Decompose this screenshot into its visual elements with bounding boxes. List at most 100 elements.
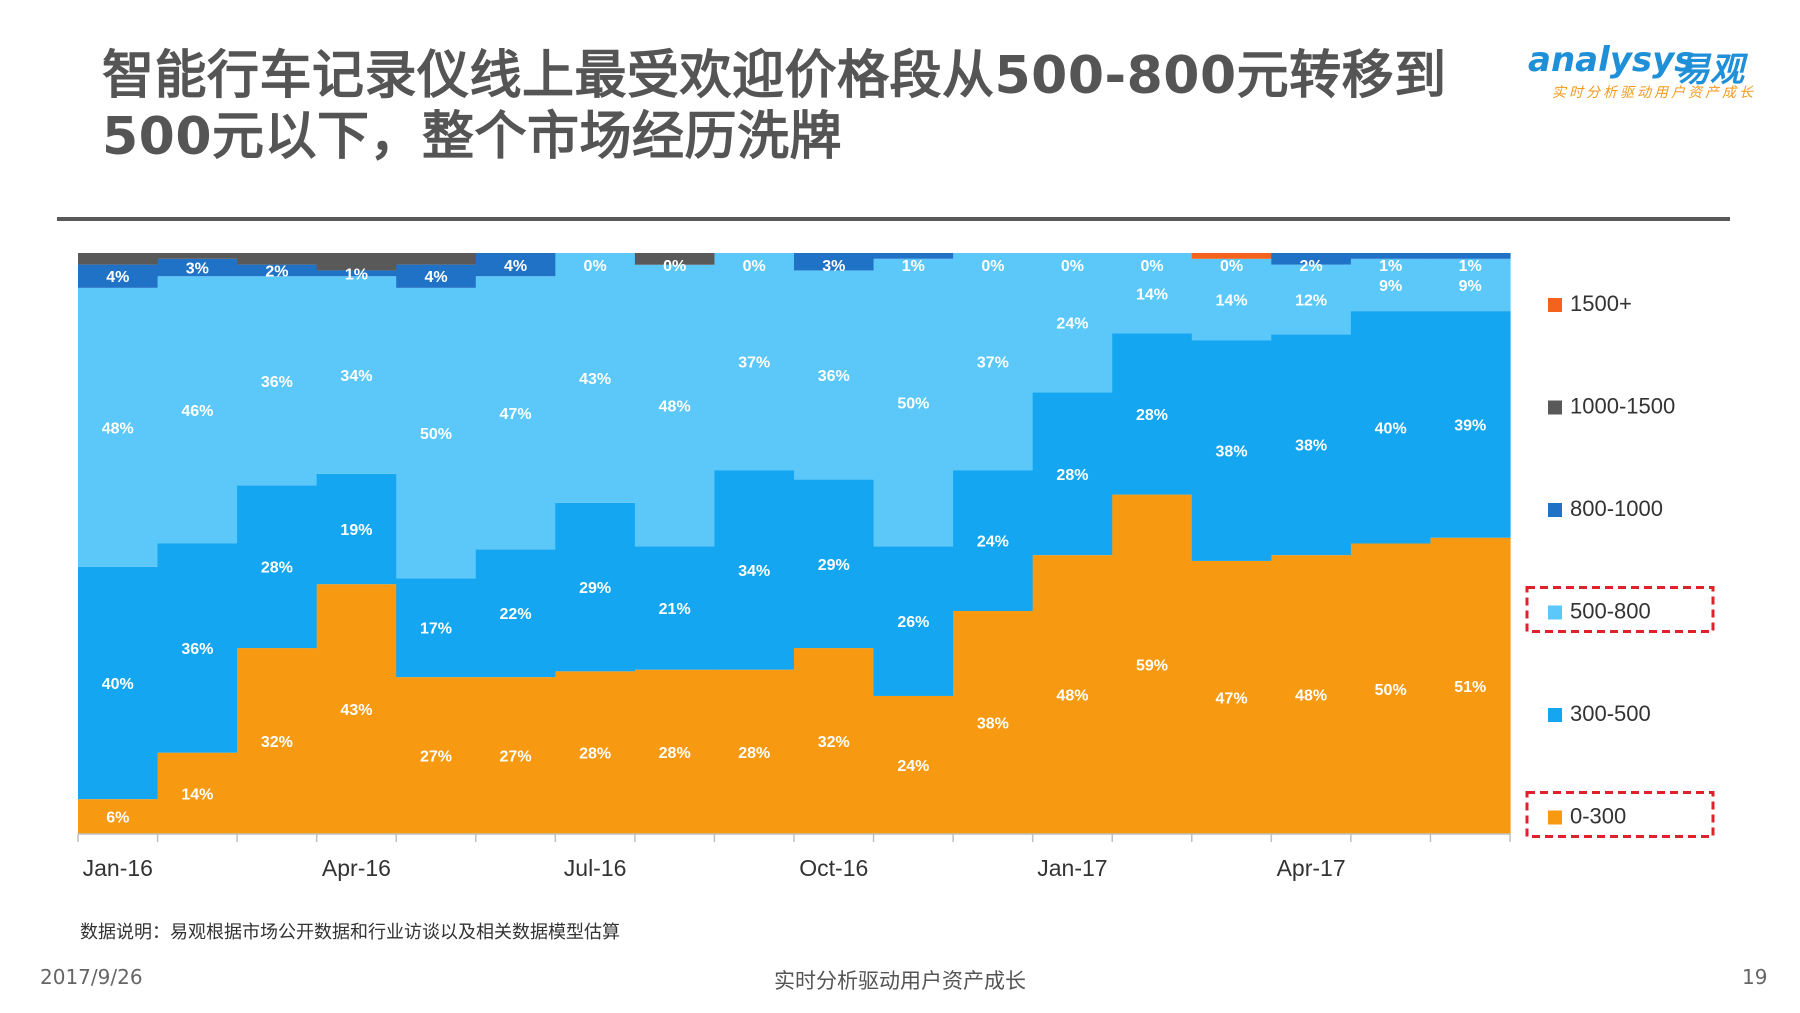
data-label: 24% xyxy=(897,758,929,775)
logo-tagline: 实时分析驱动用户资产成长 xyxy=(1552,85,1756,101)
data-label: 50% xyxy=(1375,682,1407,699)
data-label: 2% xyxy=(1300,258,1323,275)
data-label: 4% xyxy=(424,269,447,286)
data-label: 3% xyxy=(186,261,209,278)
bar-segment xyxy=(1430,311,1511,538)
data-label: 43% xyxy=(340,702,372,719)
bar-segment xyxy=(714,669,795,834)
bar-segment xyxy=(873,253,954,259)
data-label: 28% xyxy=(659,745,691,762)
bar-segment xyxy=(1271,555,1352,834)
data-label: 14% xyxy=(181,786,213,803)
data-label: 27% xyxy=(420,749,452,766)
bar-segment xyxy=(237,276,318,486)
data-label: 36% xyxy=(261,374,293,391)
bar-segment xyxy=(316,584,397,834)
bar-segment xyxy=(953,253,1034,471)
data-label: 21% xyxy=(659,601,691,618)
bar-segment xyxy=(1271,253,1352,265)
bar-segment xyxy=(396,287,477,579)
bar-segment xyxy=(1032,253,1113,393)
data-label: 0% xyxy=(663,258,686,275)
data-label: 0% xyxy=(1061,258,1084,275)
data-label: 26% xyxy=(897,614,929,631)
bar-segment xyxy=(157,276,238,544)
slide-title-line2: 500元以下，整个市场经历洗牌 xyxy=(102,107,843,167)
legend-label: 0-300 xyxy=(1570,804,1626,829)
data-label: 1% xyxy=(902,258,925,275)
data-label: 37% xyxy=(977,355,1009,372)
data-label: 48% xyxy=(1056,688,1088,705)
bar-segment xyxy=(157,258,238,277)
bar-segment xyxy=(794,648,875,834)
legend-swatch xyxy=(1548,298,1562,312)
bar-segment xyxy=(157,543,238,753)
bar-segment xyxy=(237,264,318,277)
legend-highlight-box xyxy=(1525,791,1715,838)
bar-segment xyxy=(396,264,477,288)
bar-segment xyxy=(316,276,397,474)
bar-segment xyxy=(475,253,556,277)
data-label: 32% xyxy=(818,734,850,751)
legend-label: 300-500 xyxy=(1570,701,1651,726)
bar-segment xyxy=(78,799,159,834)
bar-segment xyxy=(714,253,795,471)
bar-segment xyxy=(78,264,159,288)
x-tick-label: Jan-16 xyxy=(83,855,153,881)
data-label: 19% xyxy=(340,522,372,539)
bar-segment xyxy=(78,253,159,265)
data-label: 28% xyxy=(1056,467,1088,484)
data-label: 14% xyxy=(1216,292,1248,309)
legend-swatch xyxy=(1548,503,1562,517)
data-note: 数据说明：易观根据市场公开数据和行业访谈以及相关数据模型估算 xyxy=(80,922,620,943)
footer-tagline: 实时分析驱动用户资产成长 xyxy=(774,969,1026,993)
data-label: 9% xyxy=(1459,278,1482,295)
bar-segment xyxy=(1430,253,1511,259)
logo-chinese: 易观 xyxy=(1676,50,1744,90)
data-label: 28% xyxy=(738,745,770,762)
analysys-logo: analysys 易观 实时分析驱动用户资产成长 xyxy=(1528,40,1758,110)
page-number: 19 xyxy=(1742,965,1768,989)
legend-label: 800-1000 xyxy=(1570,496,1663,521)
title-divider xyxy=(57,217,1730,221)
data-label: 4% xyxy=(106,269,129,286)
data-label: 34% xyxy=(738,563,770,580)
x-tick-label: Jul-16 xyxy=(564,855,627,881)
bar-segment xyxy=(1032,392,1113,556)
data-label: 36% xyxy=(181,641,213,658)
bar-segment xyxy=(157,253,238,259)
data-label: 28% xyxy=(261,560,293,577)
footer-date: 2017/9/26 xyxy=(40,965,143,989)
bar-segment xyxy=(953,470,1034,611)
bar-segment xyxy=(1350,253,1432,259)
data-label: 0% xyxy=(584,258,607,275)
data-label: 2% xyxy=(265,263,288,280)
bar-segment xyxy=(396,677,477,834)
data-label: 27% xyxy=(500,749,532,766)
data-label: 1% xyxy=(1459,258,1482,275)
legend-label: 1500+ xyxy=(1570,291,1632,316)
x-tick-label: Apr-16 xyxy=(322,855,391,881)
data-label: 28% xyxy=(579,746,611,763)
bar-segment xyxy=(78,566,159,800)
bar-segment xyxy=(873,258,954,547)
x-tick-label: Oct-16 xyxy=(799,855,868,881)
data-label: 38% xyxy=(1295,438,1327,455)
data-label: 0% xyxy=(1140,258,1163,275)
data-label: 46% xyxy=(181,403,213,420)
data-label: 32% xyxy=(261,734,293,751)
data-label: 43% xyxy=(579,371,611,388)
plot-area xyxy=(78,253,1511,834)
legend-highlight-box xyxy=(1525,586,1715,633)
bar-segment xyxy=(316,270,397,277)
data-label: 0% xyxy=(743,258,766,275)
data-label: 1% xyxy=(345,266,368,283)
bar-segment xyxy=(1191,258,1272,341)
x-tick-label: Jan-17 xyxy=(1037,855,1107,881)
bar-segment xyxy=(794,479,875,649)
bar-segment xyxy=(1112,333,1193,495)
data-label: 38% xyxy=(1216,444,1248,461)
data-label: 4% xyxy=(504,258,527,275)
data-label: 48% xyxy=(102,420,134,437)
bar-segment xyxy=(475,276,556,550)
